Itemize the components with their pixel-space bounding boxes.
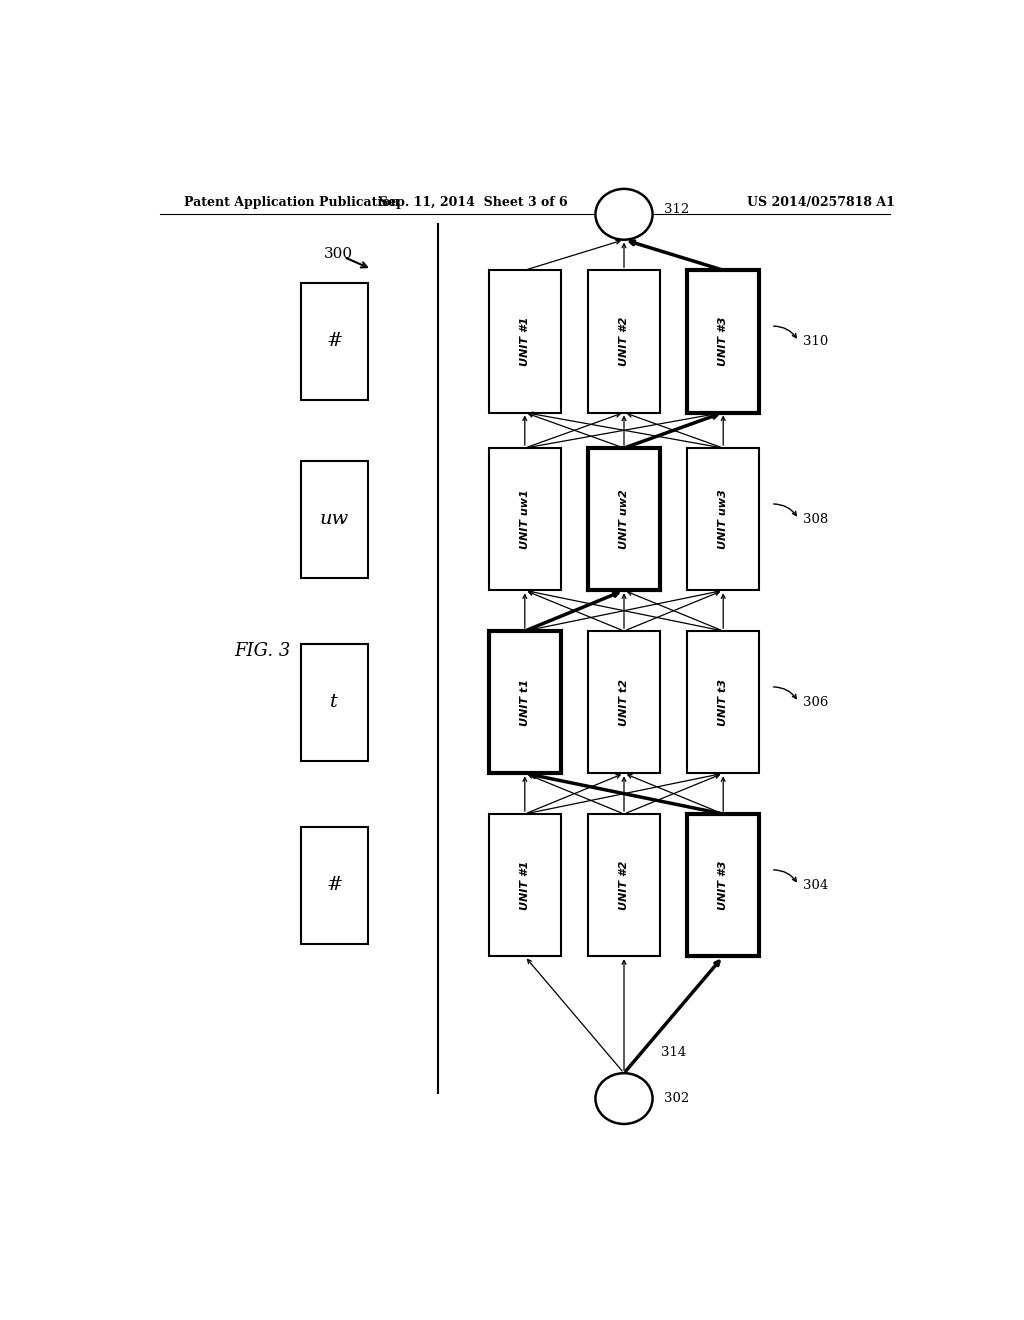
Text: uw: uw xyxy=(319,511,349,528)
Text: Patent Application Publication: Patent Application Publication xyxy=(183,195,399,209)
Text: UNIT uw3: UNIT uw3 xyxy=(718,490,728,549)
Text: UNIT uw2: UNIT uw2 xyxy=(618,490,629,549)
FancyBboxPatch shape xyxy=(489,271,560,412)
Text: FIG. 3: FIG. 3 xyxy=(234,643,291,660)
Text: 314: 314 xyxy=(660,1047,686,1060)
FancyBboxPatch shape xyxy=(588,814,659,956)
Text: UNIT #1: UNIT #1 xyxy=(520,317,529,366)
Text: UNIT t3: UNIT t3 xyxy=(718,678,728,726)
Ellipse shape xyxy=(595,189,652,240)
Text: UNIT #3: UNIT #3 xyxy=(718,317,728,366)
FancyBboxPatch shape xyxy=(588,631,659,774)
Text: 306: 306 xyxy=(803,696,828,709)
Text: UNIT t1: UNIT t1 xyxy=(520,678,529,726)
Text: UNIT uw1: UNIT uw1 xyxy=(520,490,529,549)
FancyBboxPatch shape xyxy=(687,271,759,412)
Text: 312: 312 xyxy=(665,203,690,215)
Text: #: # xyxy=(327,876,342,894)
Text: 308: 308 xyxy=(803,512,827,525)
Text: UNIT t2: UNIT t2 xyxy=(618,678,629,726)
FancyBboxPatch shape xyxy=(489,447,560,590)
FancyBboxPatch shape xyxy=(301,461,368,578)
Text: Sep. 11, 2014  Sheet 3 of 6: Sep. 11, 2014 Sheet 3 of 6 xyxy=(379,195,567,209)
Text: UNIT #3: UNIT #3 xyxy=(718,861,728,909)
Text: 304: 304 xyxy=(803,879,827,891)
Text: UNIT #2: UNIT #2 xyxy=(618,317,629,366)
FancyBboxPatch shape xyxy=(687,447,759,590)
Text: UNIT #1: UNIT #1 xyxy=(520,861,529,909)
Text: 310: 310 xyxy=(803,335,827,348)
FancyBboxPatch shape xyxy=(687,814,759,956)
Text: t: t xyxy=(331,693,338,711)
FancyBboxPatch shape xyxy=(301,282,368,400)
FancyBboxPatch shape xyxy=(489,814,560,956)
Text: UNIT #2: UNIT #2 xyxy=(618,861,629,909)
Text: 300: 300 xyxy=(324,247,353,261)
FancyBboxPatch shape xyxy=(588,447,659,590)
Text: #: # xyxy=(327,333,342,350)
FancyBboxPatch shape xyxy=(301,644,368,760)
Text: US 2014/0257818 A1: US 2014/0257818 A1 xyxy=(748,195,895,209)
FancyBboxPatch shape xyxy=(489,631,560,774)
Ellipse shape xyxy=(595,1073,652,1125)
Text: 302: 302 xyxy=(665,1092,690,1105)
FancyBboxPatch shape xyxy=(687,631,759,774)
FancyBboxPatch shape xyxy=(301,826,368,944)
FancyBboxPatch shape xyxy=(588,271,659,412)
